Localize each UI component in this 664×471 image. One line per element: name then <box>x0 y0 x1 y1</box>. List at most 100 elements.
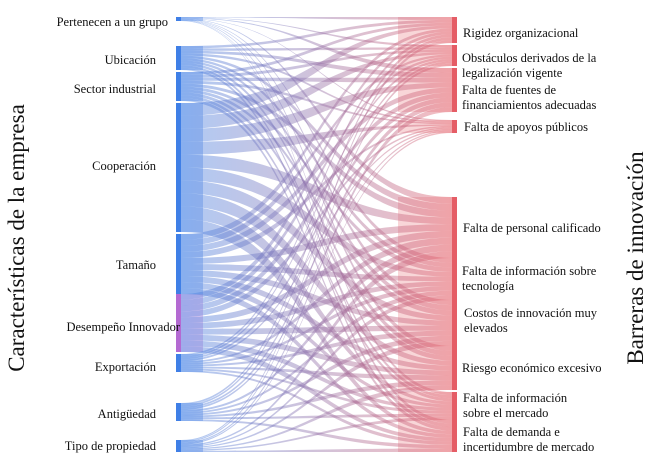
flow-link <box>181 54 452 247</box>
flow-link <box>181 82 452 142</box>
flow-group <box>181 17 452 452</box>
right-node-label: Rigidez organizacional <box>463 26 579 40</box>
flow-link <box>181 251 452 446</box>
source-node-bar <box>176 17 181 21</box>
target-node-bar <box>452 420 457 452</box>
source-node-bar <box>176 354 181 372</box>
flow-link <box>181 56 452 306</box>
flow-link <box>181 19 452 263</box>
flow-link <box>181 128 452 362</box>
flow-link <box>181 368 452 414</box>
flow-link <box>181 125 452 259</box>
target-node-bar <box>452 258 457 300</box>
flow-link <box>181 87 452 252</box>
right-node-label-text: Falta de demanda e incertidumbre de merc… <box>463 425 595 454</box>
source-node-bar <box>176 403 181 421</box>
flow-link <box>181 286 452 365</box>
flow-link <box>181 290 452 414</box>
flow-link <box>181 124 452 155</box>
flow-link <box>181 448 452 452</box>
right-node-label: Falta de apoyos públicos <box>464 120 588 134</box>
left-node-label: Tipo de propiedad <box>64 439 156 453</box>
flow-link <box>181 282 452 408</box>
flow-link <box>181 346 452 442</box>
flow-link <box>181 49 452 78</box>
flow-link <box>181 19 452 49</box>
flow-link <box>181 34 452 356</box>
flow-link <box>181 61 452 407</box>
flow-link <box>181 92 452 312</box>
flow-link <box>181 80 452 125</box>
flow-link <box>181 37 452 405</box>
node-group <box>176 17 457 452</box>
flow-link <box>181 131 452 445</box>
left-node-label: Exportación <box>94 360 156 374</box>
flow-link <box>181 102 452 409</box>
flow-link <box>181 335 452 416</box>
flow-link <box>181 25 452 116</box>
flow-link <box>181 97 452 360</box>
source-node-bar <box>176 72 181 101</box>
flow-link <box>181 40 452 442</box>
right-node-label: Costos de innovación muy elevados <box>464 306 614 336</box>
flow-link <box>181 58 452 268</box>
flow-link <box>181 180 452 321</box>
flow-link <box>181 31 452 300</box>
flow-link <box>181 413 452 420</box>
source-outflow-zone <box>181 17 203 21</box>
source-node-bar <box>176 440 181 452</box>
flow-link <box>181 295 452 448</box>
right-node-label-text: Falta de información sobre el mercado <box>463 391 568 420</box>
right-node-label: Falta de fuentes de financiamientos adec… <box>462 83 612 113</box>
left-node-label: Cooperación <box>92 159 156 173</box>
right-node-label-text: Obstáculos derivados de la legalización … <box>462 51 597 80</box>
source-node-bar <box>176 103 181 232</box>
source-node-bar <box>176 234 181 294</box>
right-node-label: Obstáculos derivados de la legalización … <box>462 51 612 81</box>
flow-link <box>181 60 452 311</box>
target-node-bar <box>452 45 457 66</box>
flow-link <box>181 385 452 450</box>
flow-link <box>181 270 452 326</box>
flow-link <box>181 52 452 129</box>
flow-link <box>181 380 452 418</box>
target-node-bar <box>452 392 457 420</box>
flow-link <box>181 17 452 48</box>
left-node-label: Ubicación <box>104 53 156 67</box>
flow-link <box>181 28 452 240</box>
left-node-label: Antigüedad <box>97 407 156 421</box>
source-node-bar <box>176 294 181 352</box>
target-node-bar <box>452 346 457 390</box>
flow-link <box>181 98 452 431</box>
target-node-bar <box>452 68 457 112</box>
flow-link <box>181 130 452 411</box>
flow-link <box>181 17 452 73</box>
flow-link <box>181 281 452 329</box>
right-node-label-text: Falta de información sobre tecnología <box>462 264 597 293</box>
left-node-label: Tamaño <box>115 258 156 272</box>
flow-link <box>181 416 452 451</box>
flow-link <box>181 334 452 376</box>
right-node-label: Falta de personal calificado <box>463 221 601 235</box>
flow-link <box>181 63 452 443</box>
target-node-bar <box>452 197 457 258</box>
target-node-bar <box>452 120 457 133</box>
right-axis-title: Barreras de innovación <box>623 151 648 365</box>
left-node-label: Sector industrial <box>73 82 156 96</box>
right-node-label-text: Falta de fuentes de financiamientos adec… <box>462 83 597 112</box>
flow-link <box>181 288 452 438</box>
left-node-label: Desempeño Innovador <box>66 320 180 334</box>
flow-link <box>181 65 452 399</box>
left-axis-title: Características de la empresa <box>4 104 29 372</box>
flow-link <box>181 340 452 449</box>
flow-link <box>181 59 452 358</box>
right-node-label: Falta de información sobre tecnología <box>462 264 612 294</box>
flow-link <box>181 237 452 363</box>
right-node-label-text: Costos de innovación muy elevados <box>464 306 597 335</box>
right-node-label: Riesgo económico excesivo <box>462 361 602 375</box>
flow-link <box>181 244 452 412</box>
left-node-label: Pertenecen a un grupo <box>56 15 168 29</box>
flow-link <box>181 370 452 445</box>
target-node-bar <box>452 17 457 43</box>
